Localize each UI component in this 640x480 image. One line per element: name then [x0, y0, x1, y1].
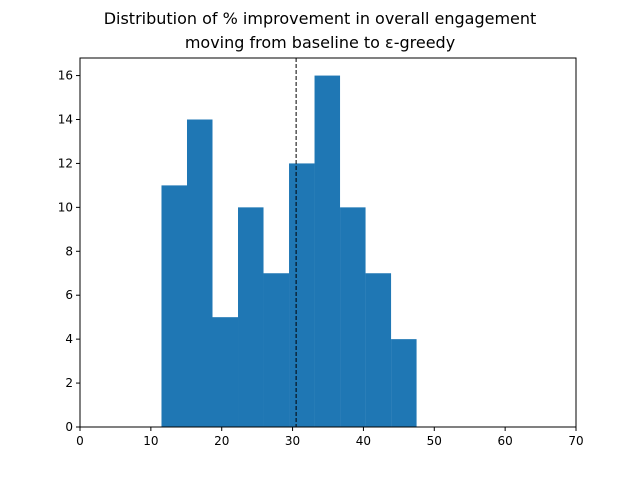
y-tick-label: 2 [65, 376, 73, 390]
x-axis: 0 10 20 30 40 50 60 70 [76, 427, 584, 448]
x-tick-label: 40 [356, 434, 371, 448]
y-tick-label: 16 [58, 69, 73, 83]
y-tick-label: 14 [58, 113, 73, 127]
y-axis: 0 2 4 6 8 10 12 14 16 [58, 69, 80, 434]
histogram-bar [186, 119, 213, 427]
plot-frame [79, 57, 577, 428]
chart-title-line-1: Distribution of % improvement in overall… [103, 9, 537, 28]
histogram-bar [365, 273, 392, 427]
x-tick-label: 50 [427, 434, 442, 448]
x-tick-label: 30 [285, 434, 300, 448]
y-tick-label: 4 [65, 332, 73, 346]
histogram-bar [314, 75, 341, 428]
histogram-bar [161, 185, 187, 427]
histogram-bar [212, 317, 239, 427]
y-tick-label: 12 [58, 156, 73, 170]
y-tick-label: 0 [65, 420, 73, 434]
y-tick-label: 8 [65, 244, 73, 258]
histogram-bar [263, 273, 290, 427]
histogram-bars [161, 75, 417, 428]
y-tick-label: 10 [58, 200, 73, 214]
chart-title-line-2: moving from baseline to ε-greedy [184, 33, 456, 52]
x-tick-label: 60 [498, 434, 513, 448]
histogram-bar [238, 207, 264, 427]
histogram-bar [289, 163, 315, 427]
x-tick-label: 10 [143, 434, 158, 448]
x-tick-label: 0 [76, 434, 84, 448]
histogram-bar [391, 339, 417, 427]
x-tick-label: 20 [214, 434, 229, 448]
x-tick-label: 70 [568, 434, 583, 448]
y-tick-label: 6 [65, 288, 73, 302]
histogram-bar [340, 207, 366, 427]
